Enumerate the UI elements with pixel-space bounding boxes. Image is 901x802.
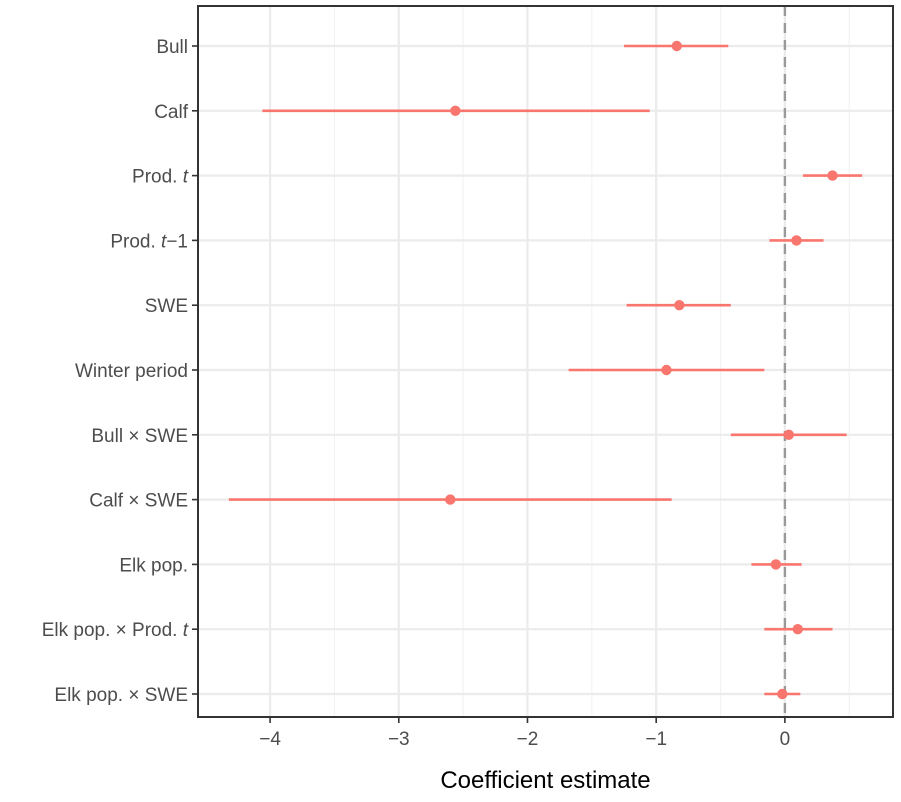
y-tick-label-text: Elk pop. × Prod. bbox=[42, 620, 183, 641]
point-estimate bbox=[661, 364, 672, 376]
x-axis: −4 −3 −2 −1 0 bbox=[259, 717, 790, 750]
y-tick-label-text: Winter period bbox=[75, 361, 188, 382]
y-tick-label: Bull bbox=[156, 37, 188, 58]
point-estimate bbox=[783, 429, 794, 440]
x-tick-label: −2 bbox=[517, 729, 539, 750]
x-tick-label: −1 bbox=[645, 729, 667, 750]
panel-border bbox=[197, 5, 894, 718]
y-tick-label-text: SWE bbox=[145, 296, 188, 317]
point-estimate bbox=[671, 40, 682, 52]
point-estimate bbox=[827, 170, 838, 181]
y-tick-label: SWE bbox=[145, 296, 188, 317]
point-estimate bbox=[792, 624, 803, 635]
y-tick-label: Prod. t bbox=[132, 167, 189, 188]
point-estimate bbox=[674, 300, 685, 311]
y-tick-label: Elk pop. × SWE bbox=[54, 685, 188, 706]
x-tick-label: 0 bbox=[780, 729, 791, 750]
point-estimate bbox=[450, 105, 461, 117]
x-tick-label: −3 bbox=[388, 729, 410, 750]
point-estimate bbox=[770, 559, 782, 570]
y-tick-label: Calf × SWE bbox=[89, 491, 188, 512]
y-tick-label: Winter period bbox=[75, 361, 188, 382]
y-tick-label-text: Prod. bbox=[110, 231, 161, 252]
y-tick-label-text: Bull bbox=[156, 37, 188, 58]
y-tick-label: Prod. t−1 bbox=[110, 231, 188, 252]
y-tick-label-text: Elk pop. × SWE bbox=[54, 685, 188, 706]
y-tick-label: Elk pop. × Prod. t bbox=[42, 620, 189, 641]
y-tick-label-italic: t bbox=[183, 167, 189, 188]
point-estimate bbox=[445, 494, 456, 505]
y-tick-label-italic: t bbox=[183, 620, 189, 641]
y-tick-label-text: Calf bbox=[154, 102, 189, 123]
y-tick-label: Bull × SWE bbox=[91, 426, 188, 447]
point-estimate bbox=[777, 688, 788, 700]
y-tick-label: Elk pop. bbox=[119, 555, 188, 576]
point-estimates bbox=[445, 40, 838, 700]
point-estimate bbox=[791, 235, 802, 246]
y-tick-label-text: Calf × SWE bbox=[89, 491, 188, 512]
y-tick-label: Calf bbox=[154, 102, 189, 123]
y-tick-label-text: Prod. bbox=[132, 167, 183, 188]
x-axis-title: Coefficient estimate bbox=[440, 767, 650, 794]
y-tick-label-suffix: −1 bbox=[166, 231, 188, 252]
y-tick-label-text: Bull × SWE bbox=[91, 426, 188, 447]
y-tick-label-text: Elk pop. bbox=[119, 555, 188, 576]
x-tick-label: −4 bbox=[259, 729, 281, 750]
y-tick-label-italic: t bbox=[161, 231, 167, 252]
